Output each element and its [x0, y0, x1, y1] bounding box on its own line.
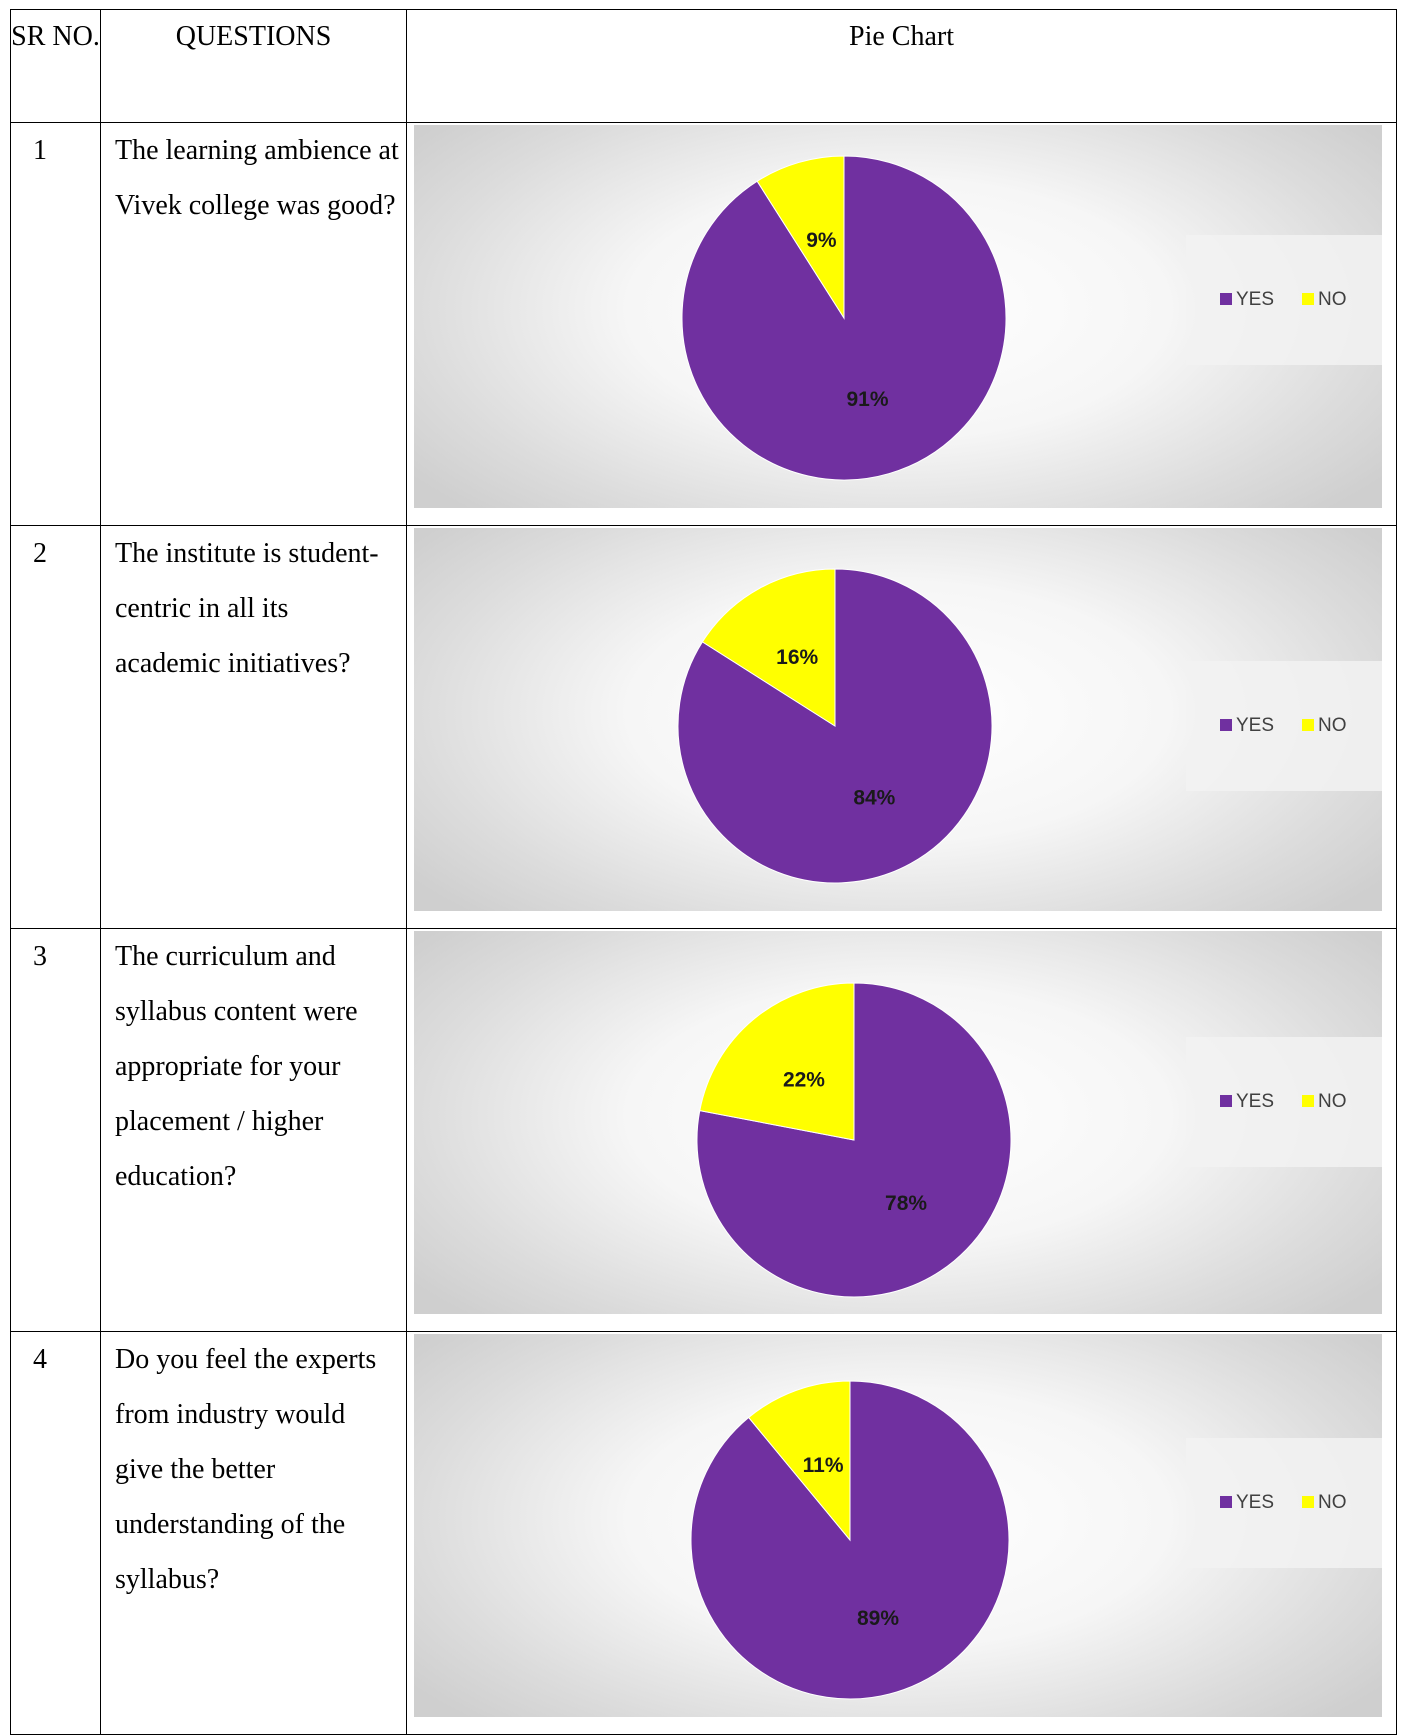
chart-legend: YES NO: [1186, 661, 1382, 791]
legend-label-yes: YES: [1236, 1492, 1275, 1513]
pie-svg: 91% 9%: [681, 155, 1007, 481]
legend-item-no: NO: [1302, 1091, 1347, 1113]
legend-swatch-yes: [1220, 719, 1232, 731]
legend-swatch-no: [1302, 1496, 1314, 1508]
pie-slice-no: [756, 155, 845, 320]
pie-slice-no: [701, 568, 836, 727]
question-text: The learning ambience at Vivek college w…: [100, 122, 407, 526]
table-row: 2 The institute is student-centric in al…: [10, 525, 1397, 929]
question-text: The curriculum and syllabus content were…: [100, 928, 407, 1332]
pie-svg: 89% 11%: [690, 1380, 1010, 1700]
pie-svg: 84% 16%: [677, 568, 993, 884]
legend-item-no: NO: [1302, 1492, 1347, 1514]
chart-legend: YES NO: [1186, 1037, 1382, 1167]
question-text: Do you feel the experts from industry wo…: [100, 1331, 407, 1735]
chart-legend: YES NO: [1186, 1438, 1382, 1568]
legend-item-no: NO: [1302, 715, 1347, 737]
data-label-yes: 78%: [885, 1192, 927, 1215]
header-pie-chart: Pie Chart: [406, 9, 1397, 123]
pie-slice-yes: [696, 982, 1012, 1298]
legend-item-yes: YES: [1220, 715, 1274, 737]
legend-swatch-no: [1302, 293, 1314, 305]
header-row: SR NO. QUESTIONS Pie Chart: [10, 9, 1397, 123]
legend-label-yes: YES: [1236, 715, 1275, 736]
legend-label-no: NO: [1318, 1091, 1347, 1112]
chart-cell: 84% 16% YES NO: [406, 525, 1397, 929]
pie-svg: 78% 22%: [696, 982, 1012, 1298]
pie-chart: 84% 16% YES NO: [414, 528, 1382, 911]
data-label-no: 11%: [803, 1454, 844, 1477]
chart-cell: 78% 22% YES NO: [406, 928, 1397, 1332]
legend-item-yes: YES: [1220, 289, 1274, 311]
table-row: 1 The learning ambience at Vivek college…: [10, 122, 1397, 526]
chart-cell: 89% 11% YES NO: [406, 1331, 1397, 1735]
pie-chart: 78% 22% YES NO: [414, 931, 1382, 1314]
legend-swatch-no: [1302, 1095, 1314, 1107]
legend-swatch-yes: [1220, 1095, 1232, 1107]
legend-swatch-no: [1302, 719, 1314, 731]
sr-number: 2: [10, 525, 101, 929]
legend-label-no: NO: [1318, 289, 1347, 310]
data-label-yes: 84%: [853, 787, 895, 810]
header-questions: QUESTIONS: [100, 9, 407, 123]
legend-item-yes: YES: [1220, 1091, 1274, 1113]
table-row: 4 Do you feel the experts from industry …: [10, 1331, 1397, 1735]
data-label-yes: 89%: [857, 1607, 899, 1630]
legend-label-no: NO: [1318, 715, 1347, 736]
data-label-yes: 91%: [846, 388, 888, 411]
table-row: 3 The curriculum and syllabus content we…: [10, 928, 1397, 1332]
legend-swatch-yes: [1220, 1496, 1232, 1508]
legend-label-yes: YES: [1236, 1091, 1275, 1112]
survey-table: SR NO. QUESTIONS Pie Chart 1 The learnin…: [10, 9, 1397, 1735]
legend-item-yes: YES: [1220, 1492, 1274, 1514]
sr-number: 4: [10, 1331, 101, 1735]
sr-number: 3: [10, 928, 101, 1332]
pie-chart: 89% 11% YES NO: [414, 1334, 1382, 1717]
header-sr-no: SR NO.: [10, 9, 101, 123]
sr-number: 1: [10, 122, 101, 526]
legend-item-no: NO: [1302, 289, 1347, 311]
legend-label-yes: YES: [1236, 289, 1275, 310]
chart-cell: 91% 9% YES NO: [406, 122, 1397, 526]
chart-legend: YES NO: [1186, 235, 1382, 365]
data-label-no: 9%: [806, 229, 837, 252]
legend-label-no: NO: [1318, 1492, 1347, 1513]
question-text: The institute is student-centric in all …: [100, 525, 407, 929]
data-label-no: 22%: [783, 1069, 825, 1092]
legend-swatch-yes: [1220, 293, 1232, 305]
pie-slice-no: [747, 1380, 851, 1542]
pie-slice-no: [699, 982, 855, 1141]
pie-chart: 91% 9% YES NO: [414, 125, 1382, 508]
data-label-no: 16%: [776, 646, 818, 669]
